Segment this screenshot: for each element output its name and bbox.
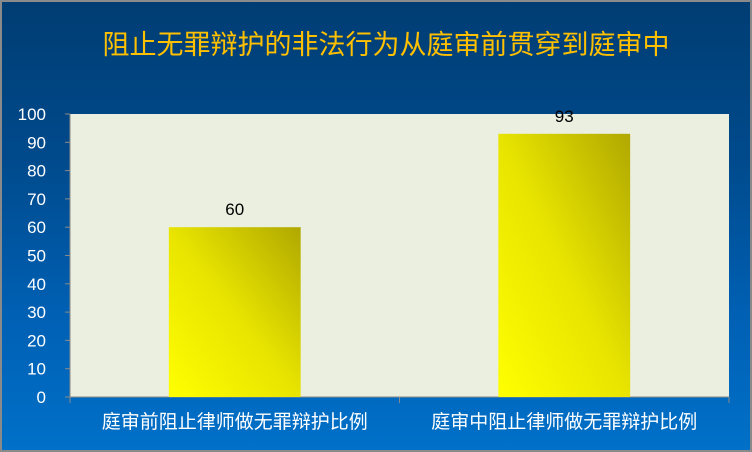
y-tick-label: 90 — [27, 133, 46, 152]
bars: 60 93 — [168, 107, 631, 397]
y-tick-label: 60 — [27, 218, 46, 237]
y-tick-label: 20 — [27, 331, 46, 350]
y-tick-label: 10 — [27, 360, 46, 379]
data-label: 93 — [555, 107, 574, 126]
x-category-label: 庭审中阻止律师做无罪辩护比例 — [431, 411, 697, 433]
y-tick-label: 30 — [27, 303, 46, 322]
y-tick-label: 40 — [27, 275, 46, 294]
y-tick-label: 50 — [27, 247, 46, 266]
bar-1 — [168, 227, 301, 397]
y-tick-label: 70 — [27, 190, 46, 209]
y-axis: 0 10 20 30 40 50 60 70 80 90 100 — [18, 105, 71, 407]
y-tick-label: 100 — [18, 105, 46, 124]
y-tick-label: 80 — [27, 162, 46, 181]
bar-2 — [498, 133, 631, 397]
x-axis: 庭审前阻止律师做无罪辩护比例 庭审中阻止律师做无罪辩护比例 — [69, 396, 730, 433]
x-category-label: 庭审前阻止律师做无罪辩护比例 — [102, 411, 368, 433]
y-tick-label: 0 — [37, 388, 46, 407]
data-label: 60 — [225, 200, 244, 219]
chart-title: 阻止无罪辩护的非法行为从庭审前贯穿到庭审中 — [103, 30, 670, 61]
